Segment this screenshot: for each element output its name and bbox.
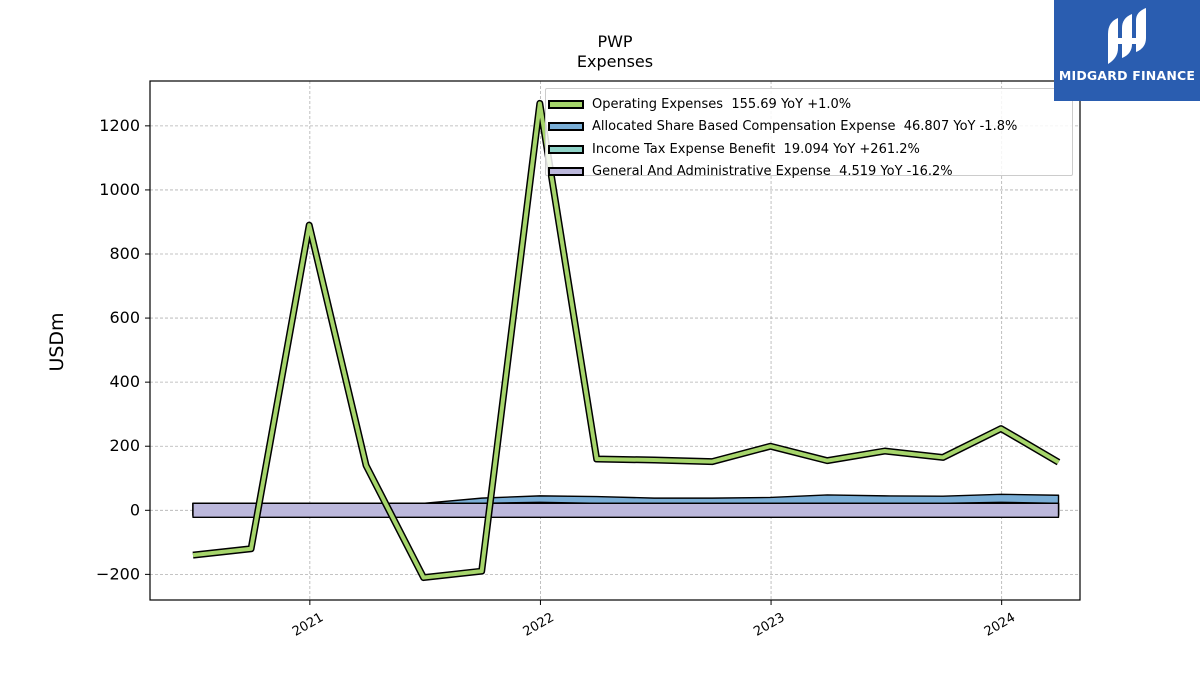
y-axis-label: USDm xyxy=(46,312,68,372)
y-tick-label: −200 xyxy=(96,564,140,583)
series-line-operating-expenses xyxy=(192,101,1060,580)
logo-text: MIDGARD FINANCE xyxy=(1058,68,1196,83)
legend-label: Allocated Share Based Compensation Expen… xyxy=(592,119,1018,135)
y-tick-label: 400 xyxy=(109,372,140,391)
x-tick-label: 2023 xyxy=(751,610,787,640)
legend-item: General And Administrative Expense 4.519… xyxy=(546,161,1072,184)
y-tick-label: 600 xyxy=(109,308,140,327)
series-areas xyxy=(192,493,1060,518)
x-axis-ticks: 2021 2022 2023 2024 xyxy=(290,600,1018,640)
legend-label: Income Tax Expense Benefit 19.094 YoY +2… xyxy=(592,141,920,157)
chart-title: PWP xyxy=(597,32,633,51)
legend-swatch xyxy=(548,144,584,154)
logo-mark-icon xyxy=(1108,8,1146,64)
chart-subtitle: Expenses xyxy=(576,52,654,71)
legend-item: Income Tax Expense Benefit 19.094 YoY +2… xyxy=(546,138,1072,161)
y-axis-ticks: −200 0 200 400 600 800 1000 1200 xyxy=(96,116,150,583)
legend-swatch xyxy=(548,99,584,109)
legend-swatch xyxy=(548,167,584,177)
legend-label: General And Administrative Expense 4.519… xyxy=(592,164,953,180)
legend-label: Operating Expenses 155.69 YoY +1.0% xyxy=(592,96,852,112)
y-tick-label: 200 xyxy=(109,436,140,455)
legend: Operating Expenses 155.69 YoY +1.0% Allo… xyxy=(545,88,1073,179)
plot-frame xyxy=(149,80,1081,601)
legend-item: Allocated Share Based Compensation Expen… xyxy=(546,116,1072,139)
series-area-3 xyxy=(192,502,1060,518)
y-tick-label: 1200 xyxy=(99,116,140,135)
legend-item: Operating Expenses 155.69 YoY +1.0% xyxy=(546,93,1072,116)
y-tick-label: 1000 xyxy=(99,180,140,199)
brand-logo: MIDGARD FINANCE xyxy=(1054,0,1200,101)
legend-swatch xyxy=(548,122,584,132)
x-tick-label: 2021 xyxy=(290,610,326,640)
x-tick-label: 2024 xyxy=(982,610,1018,640)
y-tick-label: 800 xyxy=(109,244,140,263)
x-tick-label: 2022 xyxy=(521,610,557,640)
y-tick-label: 0 xyxy=(130,500,140,519)
series-lines xyxy=(192,99,1061,582)
